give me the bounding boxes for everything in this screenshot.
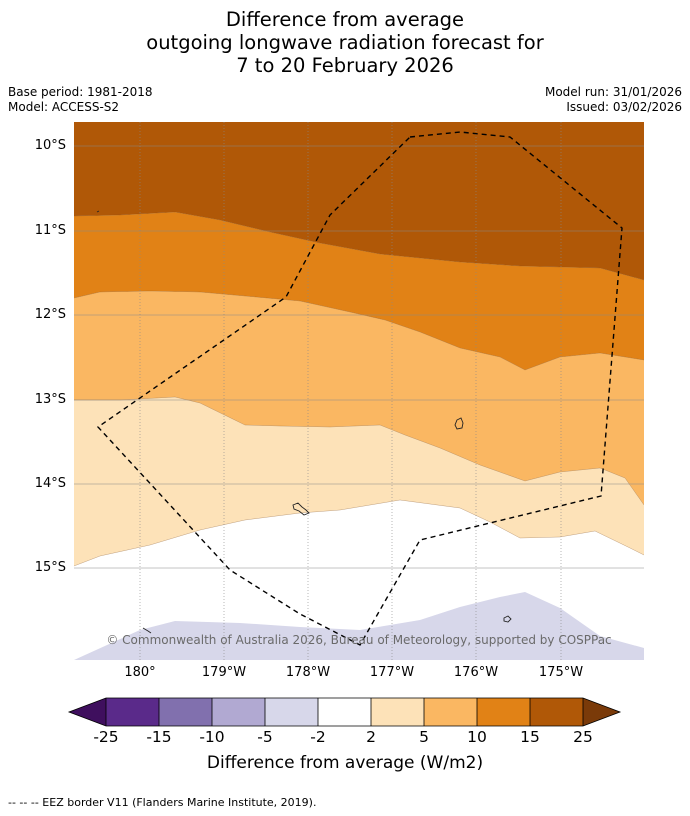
contour-lines xyxy=(74,211,644,567)
island-central xyxy=(292,502,310,516)
island-south xyxy=(503,615,512,623)
lon-label: 180° xyxy=(124,665,156,680)
eez-legend: -- -- -- EEZ border V11 (Flanders Marine… xyxy=(8,796,317,809)
colorbar-tick: 5 xyxy=(419,728,429,746)
lon-label: 176°W xyxy=(453,665,499,680)
colorbar-tick: 10 xyxy=(467,728,487,746)
chart-title: Difference from average outgoing longwav… xyxy=(0,8,690,77)
colorbar-tick: -15 xyxy=(146,728,172,746)
graticule xyxy=(74,122,644,660)
map-area xyxy=(74,122,644,660)
band-15-25 xyxy=(74,122,644,280)
base-period: Base period: 1981-2018 xyxy=(8,85,153,99)
lat-label: 12°S xyxy=(34,307,66,322)
islands xyxy=(96,210,512,634)
colorbar-segment-3 xyxy=(212,698,265,726)
colorbar-tick: -2 xyxy=(310,728,326,746)
colorbar-tick: 2 xyxy=(366,728,376,746)
band-5-10 xyxy=(74,291,644,505)
model-name: Model: ACCESS-S2 xyxy=(8,100,120,114)
lon-label: 175°W xyxy=(538,665,584,680)
island-southwest xyxy=(142,627,152,634)
colorbar-label: Difference from average (W/m2) xyxy=(206,753,484,773)
issued-date: Issued: 03/02/2026 xyxy=(566,100,682,114)
colorbar-segment-7 xyxy=(424,698,477,726)
colorbar-segment-6 xyxy=(371,698,424,726)
lat-label: 10°S xyxy=(34,138,66,153)
title-line-2: outgoing longwave radiation forecast for xyxy=(146,31,544,54)
lat-label: 15°S xyxy=(34,560,66,575)
colorbar-segment-2 xyxy=(159,698,212,726)
lat-label: 14°S xyxy=(34,476,66,491)
island-north xyxy=(96,210,100,213)
lon-label: 179°W xyxy=(201,665,247,680)
title-line-3: 7 to 20 February 2026 xyxy=(236,54,454,77)
band-neg5-neg2 xyxy=(74,592,644,660)
meta-left: Base period: 1981-2018 Model: ACCESS-S2 xyxy=(8,85,153,115)
band-2-5 xyxy=(74,397,644,566)
colorbar-segment-1 xyxy=(106,698,159,726)
colorbar-tick: 25 xyxy=(573,728,593,746)
colorbar-segment-5 xyxy=(318,698,371,726)
band-10-15 xyxy=(74,212,644,370)
copyright-notice: © Commonwealth of Australia 2026, Bureau… xyxy=(106,633,612,647)
colorbar-segment-8 xyxy=(477,698,530,726)
lat-label: 13°S xyxy=(34,392,66,407)
meta-right: Model run: 31/01/2026 Issued: 03/02/2026 xyxy=(545,85,682,115)
title-line-1: Difference from average xyxy=(225,8,465,31)
colorbar-tick: -5 xyxy=(257,728,273,746)
lon-label: 178°W xyxy=(285,665,331,680)
colorbar-extend-high xyxy=(583,698,620,726)
colorbar-segment-9 xyxy=(530,698,583,726)
eez-border xyxy=(96,131,623,646)
lat-label: 11°S xyxy=(34,223,66,238)
colorbar-segment-4 xyxy=(265,698,318,726)
colorbar-tick: -25 xyxy=(93,728,119,746)
island-east xyxy=(454,417,464,430)
colorbar-tick: 15 xyxy=(520,728,540,746)
colorbar xyxy=(67,697,622,727)
model-run: Model run: 31/01/2026 xyxy=(544,85,682,99)
colorbar-tick: -10 xyxy=(199,728,225,746)
lon-label: 177°W xyxy=(369,665,415,680)
colorbar-extend-low xyxy=(69,698,106,726)
